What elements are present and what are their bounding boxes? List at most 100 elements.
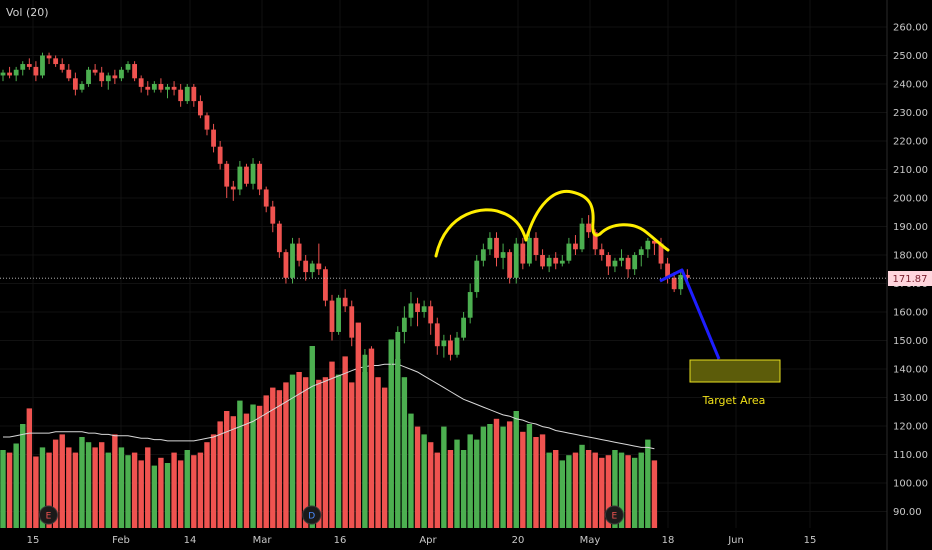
volume-bar xyxy=(105,452,111,528)
candle xyxy=(401,306,407,344)
candle-body xyxy=(448,340,453,355)
candle xyxy=(480,243,486,267)
candle-body xyxy=(540,255,545,267)
volume-bar xyxy=(112,434,118,528)
candle xyxy=(494,232,499,267)
candle xyxy=(329,294,335,341)
candle xyxy=(158,78,164,93)
event-marker-badge xyxy=(38,505,58,525)
candle xyxy=(434,317,440,355)
candle xyxy=(145,81,151,96)
volume-bar xyxy=(618,452,625,528)
volume-bar xyxy=(46,452,52,528)
volume-indicator-title[interactable]: Vol (20) xyxy=(6,6,49,19)
candle xyxy=(421,300,427,318)
candle xyxy=(375,383,381,404)
volume-bar xyxy=(414,426,421,528)
volume-bar xyxy=(421,434,427,528)
candle-body xyxy=(421,306,427,312)
candle xyxy=(625,255,631,278)
candle xyxy=(553,252,559,270)
candle-body xyxy=(592,232,598,250)
candle-body xyxy=(573,243,578,250)
candle xyxy=(316,243,322,275)
volume-bar xyxy=(0,450,6,528)
volume-bar xyxy=(66,447,72,528)
candle xyxy=(362,349,368,389)
volume-bar xyxy=(289,374,296,528)
candle xyxy=(487,232,493,255)
event-marker-badge xyxy=(604,505,624,525)
volume-bar xyxy=(131,452,138,528)
event-marker[interactable]: E xyxy=(604,505,624,525)
volume-bar xyxy=(72,452,79,528)
candle-body xyxy=(211,129,216,147)
candle-body xyxy=(112,75,118,79)
candle-body xyxy=(7,72,12,76)
event-marker[interactable]: D xyxy=(302,505,322,525)
candle-body xyxy=(395,331,401,369)
candle xyxy=(461,312,466,341)
candle-body xyxy=(0,72,6,76)
candle-body xyxy=(20,64,26,70)
volume-bar xyxy=(302,377,309,528)
volume-bar xyxy=(434,452,440,528)
volume-bar xyxy=(645,439,651,528)
volume-bar xyxy=(500,426,506,528)
candle xyxy=(244,163,249,187)
candle xyxy=(309,260,315,278)
candle-body xyxy=(26,64,32,67)
candle xyxy=(540,249,545,270)
candle xyxy=(86,66,91,87)
candle-body xyxy=(507,252,513,278)
candle xyxy=(527,229,532,267)
volume-bar xyxy=(487,424,493,528)
volume-bar xyxy=(13,443,19,528)
event-marker-badge xyxy=(302,505,322,525)
candle xyxy=(230,180,236,201)
candle xyxy=(415,297,420,327)
candle-body xyxy=(612,260,618,267)
candle xyxy=(171,81,177,96)
time-tick-label: May xyxy=(580,535,601,546)
candle xyxy=(119,66,124,82)
candle-body xyxy=(13,69,19,76)
price-tick-label: 230.00 xyxy=(893,108,928,119)
candle-body xyxy=(375,391,381,398)
volume-bar xyxy=(631,457,638,528)
price-tick-label: 180.00 xyxy=(893,251,928,262)
volume-bar xyxy=(447,450,454,528)
volume-bar xyxy=(197,452,204,528)
time-axis[interactable]: 15 Feb 14 Mar 16 Apr 20 May 18 Jun 15 xyxy=(27,535,817,546)
candle-body xyxy=(178,89,184,102)
volume-bar xyxy=(230,416,236,528)
event-marker[interactable]: E xyxy=(38,505,58,525)
last-price-tag: 171.87 xyxy=(888,271,932,286)
candle-body xyxy=(428,306,434,324)
candle-body xyxy=(336,297,341,332)
candle xyxy=(369,346,374,398)
volume-bar xyxy=(546,452,552,528)
volume-bar xyxy=(316,379,322,528)
time-tick-label: 15 xyxy=(27,535,40,546)
volume-bar xyxy=(566,455,572,528)
candle xyxy=(237,160,243,196)
candle-body xyxy=(382,397,388,404)
candle xyxy=(408,292,414,327)
volume-bar xyxy=(184,450,190,528)
candle-body xyxy=(165,86,170,90)
volume-bar xyxy=(638,452,644,528)
candle-body xyxy=(119,69,124,79)
volume-bar xyxy=(539,434,546,528)
candle-body xyxy=(671,277,677,290)
candle xyxy=(138,75,144,93)
candle-body xyxy=(527,237,532,264)
candle xyxy=(53,55,59,67)
candle-body xyxy=(467,292,473,318)
volume-bar xyxy=(138,460,144,528)
candle xyxy=(13,66,19,82)
volume-bar xyxy=(408,413,414,528)
candle xyxy=(33,61,39,82)
volume-bar xyxy=(368,348,375,528)
